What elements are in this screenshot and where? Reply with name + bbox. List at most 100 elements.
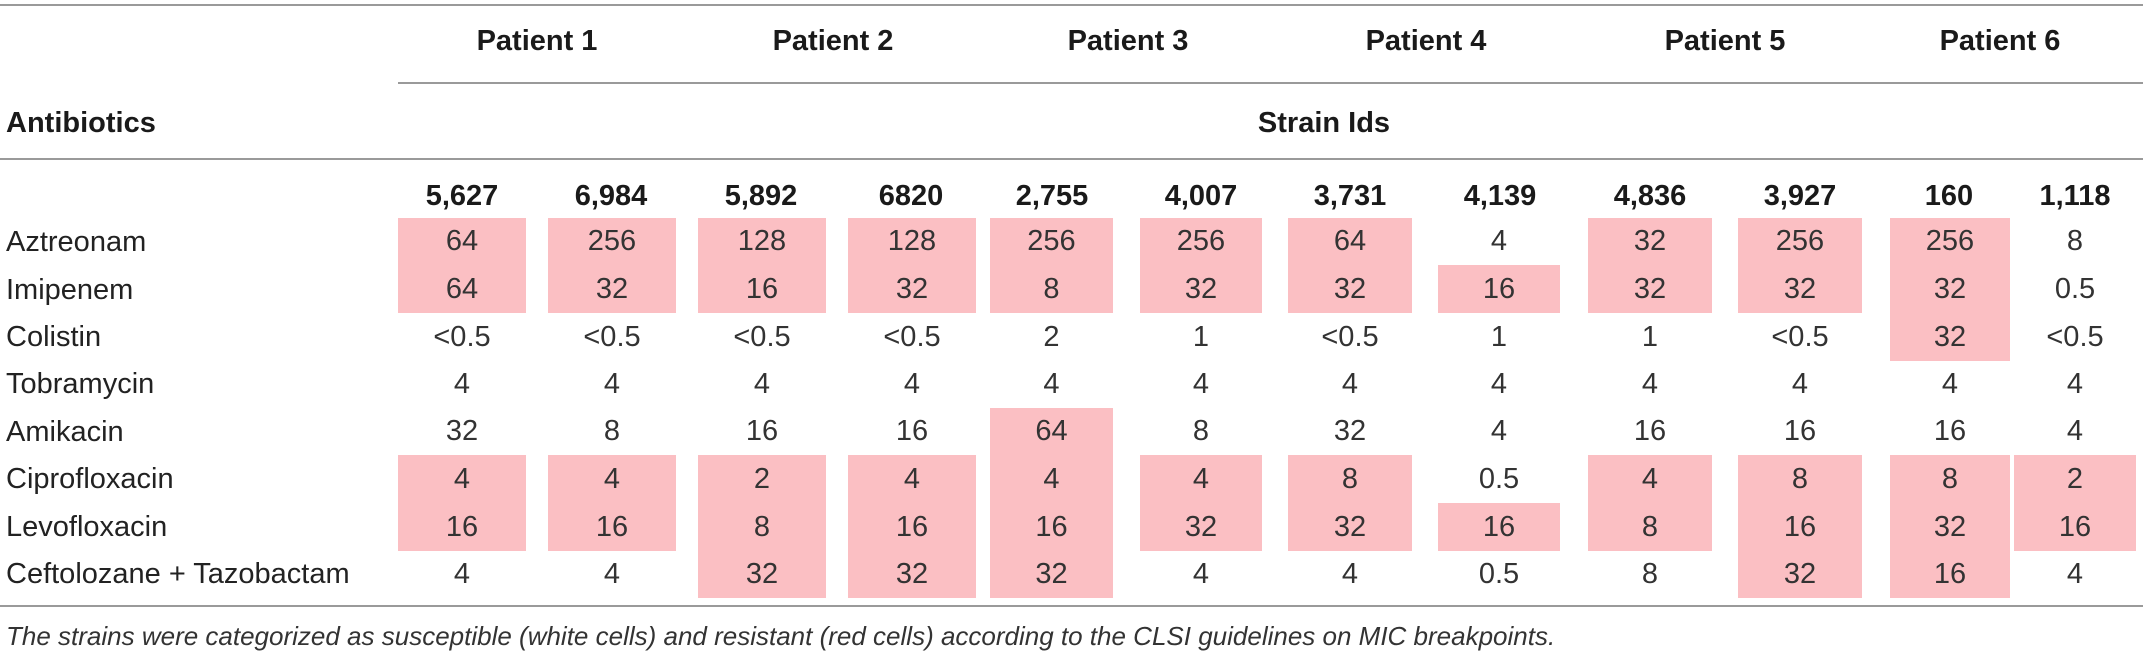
- mic-cell-resistant: 128: [698, 218, 826, 265]
- mic-cell-resistant: 128: [848, 218, 976, 265]
- mic-cell-resistant: 4: [1140, 455, 1262, 503]
- mic-cell-susceptible: 4: [1192, 368, 1210, 400]
- antibiotic-name: Colistin: [6, 321, 102, 353]
- mic-cell-resistant: 64: [1288, 218, 1412, 265]
- mic-cell-susceptible: 16: [1783, 415, 1817, 447]
- antibiotic-name: Aztreonam: [6, 226, 147, 258]
- antibiotic-name: Tobramycin: [6, 368, 155, 400]
- mic-cell-resistant: 16: [1738, 503, 1862, 551]
- mic-cell-resistant: 8: [698, 503, 826, 551]
- mic-cell-susceptible: 32: [445, 415, 479, 447]
- mic-cell-susceptible: 4: [1043, 368, 1060, 400]
- mic-cell-susceptible: 1: [1641, 320, 1659, 353]
- mic-cell-resistant: 256: [990, 218, 1113, 265]
- mic-cell-resistant: 8: [1588, 503, 1712, 551]
- mic-cell-susceptible: 32: [1333, 415, 1367, 447]
- mic-cell-susceptible: <0.5: [433, 320, 491, 353]
- mic-cell-resistant: 8: [1738, 455, 1862, 503]
- mic-cell-susceptible: 4: [1192, 558, 1210, 590]
- mic-cell-susceptible: 4: [603, 368, 621, 400]
- mic-cell-susceptible: 4: [603, 558, 621, 590]
- mic-cell-susceptible: 8: [1192, 415, 1210, 447]
- strain-id-header: 4,139: [1463, 180, 1537, 212]
- mic-cell-susceptible: 16: [745, 415, 779, 447]
- mic-cell-susceptible: 16: [1933, 415, 1967, 447]
- mic-cell-susceptible: <0.5: [733, 320, 791, 353]
- mic-cell-resistant: 64: [398, 218, 526, 265]
- mic-cell-resistant: 4: [848, 455, 976, 503]
- strain-id-header: 6,984: [574, 180, 648, 212]
- strain-id-header: 1,118: [2039, 180, 2111, 212]
- table-footnote: The strains were categorized as suscepti…: [6, 621, 1556, 651]
- mic-cell-resistant: 8: [990, 265, 1113, 313]
- strain-id-header: 5,892: [724, 180, 798, 212]
- mic-cell-resistant: 256: [548, 218, 676, 265]
- mic-cell-resistant: 32: [1588, 265, 1712, 313]
- mic-cell-resistant: 64: [398, 265, 526, 313]
- mic-cell-resistant: 32: [990, 551, 1113, 598]
- mic-cell-susceptible: 2: [1043, 320, 1060, 353]
- antibiotic-name: Levofloxacin: [6, 511, 168, 543]
- mic-cell-resistant: 32: [1140, 503, 1262, 551]
- mic-cell-resistant: 16: [398, 503, 526, 551]
- mic-cell-susceptible: 4: [2066, 415, 2084, 447]
- mic-cell-resistant: 16: [698, 265, 826, 313]
- patient-header: Patient 2: [772, 25, 894, 57]
- mic-cell-susceptible: 16: [1633, 415, 1667, 447]
- mic-cell-susceptible: <0.5: [583, 320, 641, 353]
- mic-cell-resistant: 32: [698, 551, 826, 598]
- antibiotics-column-header: Antibiotics: [6, 107, 156, 139]
- mic-cell-resistant: 16: [1890, 551, 2010, 598]
- mic-cell-resistant: 16: [548, 503, 676, 551]
- mic-cell-susceptible: 8: [2066, 225, 2084, 257]
- mic-cell-susceptible: 4: [1791, 368, 1809, 400]
- mic-cell-resistant: 32: [1588, 218, 1712, 265]
- patient-header: Patient 5: [1664, 25, 1786, 57]
- strain-id-header: 5,627: [425, 180, 499, 212]
- mic-cell-resistant: 4: [990, 455, 1113, 503]
- strain-id-header: 4,007: [1164, 180, 1238, 212]
- mic-cell-resistant: 32: [848, 265, 976, 313]
- mic-cell-resistant: 32: [1738, 551, 1862, 598]
- mic-cell-resistant: 32: [1890, 265, 2010, 313]
- mic-cell-resistant: 32: [1890, 503, 2010, 551]
- mic-cell-susceptible: 4: [2066, 368, 2084, 400]
- mic-cell-resistant: 32: [1738, 265, 1862, 313]
- bottom-rule: [0, 605, 2143, 607]
- mic-cell-susceptible: 0.5: [1478, 462, 1520, 495]
- mic-cell-susceptible: 4: [1341, 368, 1359, 400]
- mic-cell-susceptible: 4: [453, 368, 471, 400]
- patient-rule: [398, 82, 2143, 84]
- mic-cell-susceptible: 4: [2066, 558, 2084, 590]
- mic-cell-resistant: 16: [1438, 503, 1560, 551]
- mic-cell-susceptible: <0.5: [1771, 320, 1829, 353]
- mic-cell-resistant: 16: [848, 503, 976, 551]
- strain-id-header: 2,755: [1015, 180, 1089, 212]
- strain-id-header: 3,927: [1763, 180, 1837, 212]
- mic-cell-susceptible: 16: [895, 415, 929, 447]
- mic-cell-resistant: 2: [2014, 455, 2136, 503]
- mic-cell-resistant: 8: [1288, 455, 1412, 503]
- mic-cell-susceptible: 4: [1490, 415, 1508, 447]
- patient-header: Patient 1: [476, 25, 598, 57]
- mic-cell-resistant: 4: [398, 455, 526, 503]
- strain-id-header: 160: [1924, 180, 1974, 212]
- mic-cell-susceptible: 0.5: [2054, 272, 2096, 305]
- strain-ids-header: Strain Ids: [1257, 107, 1391, 139]
- mic-cell-resistant: 8: [1890, 455, 2010, 503]
- mic-cell-resistant: 32: [848, 551, 976, 598]
- mic-cell-resistant: 256: [1738, 218, 1862, 265]
- mic-cell-susceptible: 8: [603, 415, 621, 447]
- patient-header: Patient 3: [1067, 25, 1189, 57]
- mic-cell-susceptible: <0.5: [1321, 320, 1379, 353]
- antibiotic-name: Amikacin: [6, 416, 124, 448]
- mic-cell-resistant: 2: [698, 455, 826, 503]
- mic-cell-resistant: 4: [548, 455, 676, 503]
- antibiotic-name: Imipenem: [6, 274, 134, 306]
- strain-ids-rule: [0, 158, 2143, 160]
- strain-id-header: 6820: [878, 180, 944, 212]
- patient-header: Patient 6: [1939, 25, 2061, 57]
- mic-cell-susceptible: 4: [1490, 225, 1508, 257]
- mic-cell-resistant: 64: [990, 408, 1113, 455]
- patient-header: Patient 4: [1365, 25, 1487, 57]
